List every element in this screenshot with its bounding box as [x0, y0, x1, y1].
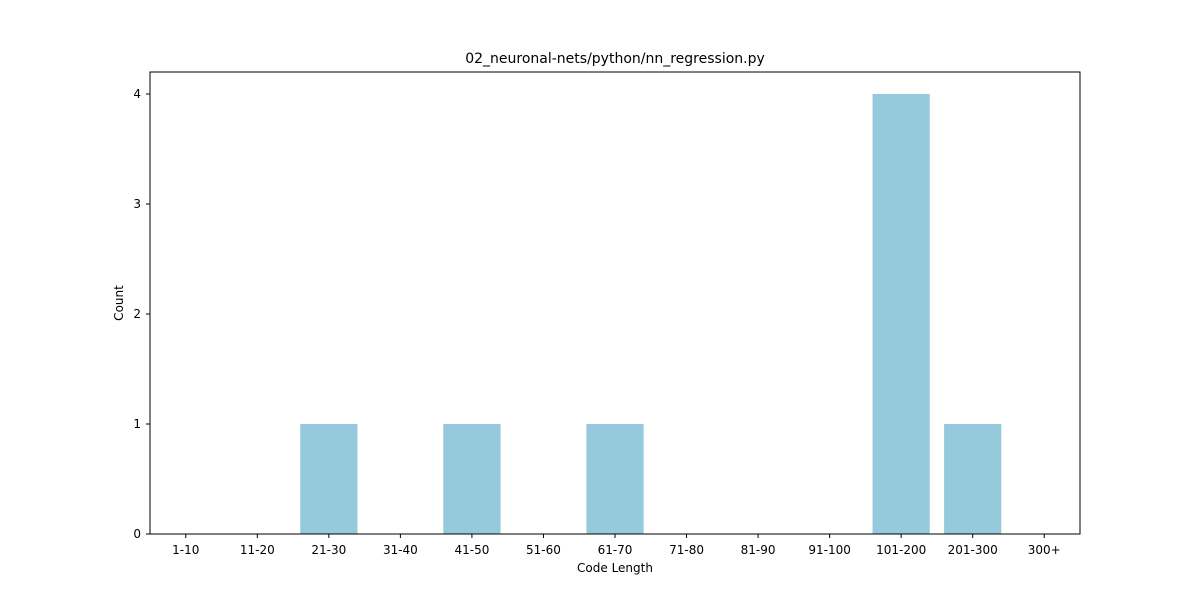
y-axis-ticks: 0 1 2 3 4	[133, 87, 150, 541]
x-tick-label: 91-100	[808, 543, 851, 557]
x-tick-label: 61-70	[598, 543, 633, 557]
chart-title: 02_neuronal-nets/python/nn_regression.py	[465, 51, 765, 67]
x-tick-label: 201-300	[948, 543, 998, 557]
y-tick-label: 3	[133, 197, 141, 211]
y-tick-label: 4	[133, 87, 141, 101]
x-tick-label: 31-40	[383, 543, 418, 557]
x-tick-label: 21-30	[311, 543, 346, 557]
x-tick-label: 300+	[1028, 543, 1061, 557]
y-tick-label: 1	[133, 417, 141, 431]
x-tick-label: 81-90	[741, 543, 776, 557]
bar-41-50	[443, 424, 501, 534]
x-tick-label: 51-60	[526, 543, 561, 557]
x-tick-label: 11-20	[240, 543, 275, 557]
x-axis-ticks: 1-10 11-20 21-30 31-40 41-50 51-60 61-70 71-80 8…	[172, 534, 1061, 557]
x-tick-label: 41-50	[454, 543, 489, 557]
y-tick-label: 0	[133, 527, 141, 541]
x-tick-label: 101-200	[876, 543, 926, 557]
y-axis-title: Count	[112, 285, 126, 321]
x-tick-label: 71-80	[669, 543, 704, 557]
bar-61-70	[586, 424, 644, 534]
x-tick-label: 1-10	[172, 543, 199, 557]
bar-201-300	[944, 424, 1002, 534]
bars-layer	[300, 94, 1002, 534]
y-tick-label: 2	[133, 307, 141, 321]
bar-101-200	[872, 94, 930, 534]
bar-21-30	[300, 424, 358, 534]
x-axis-title: Code Length	[577, 561, 653, 575]
